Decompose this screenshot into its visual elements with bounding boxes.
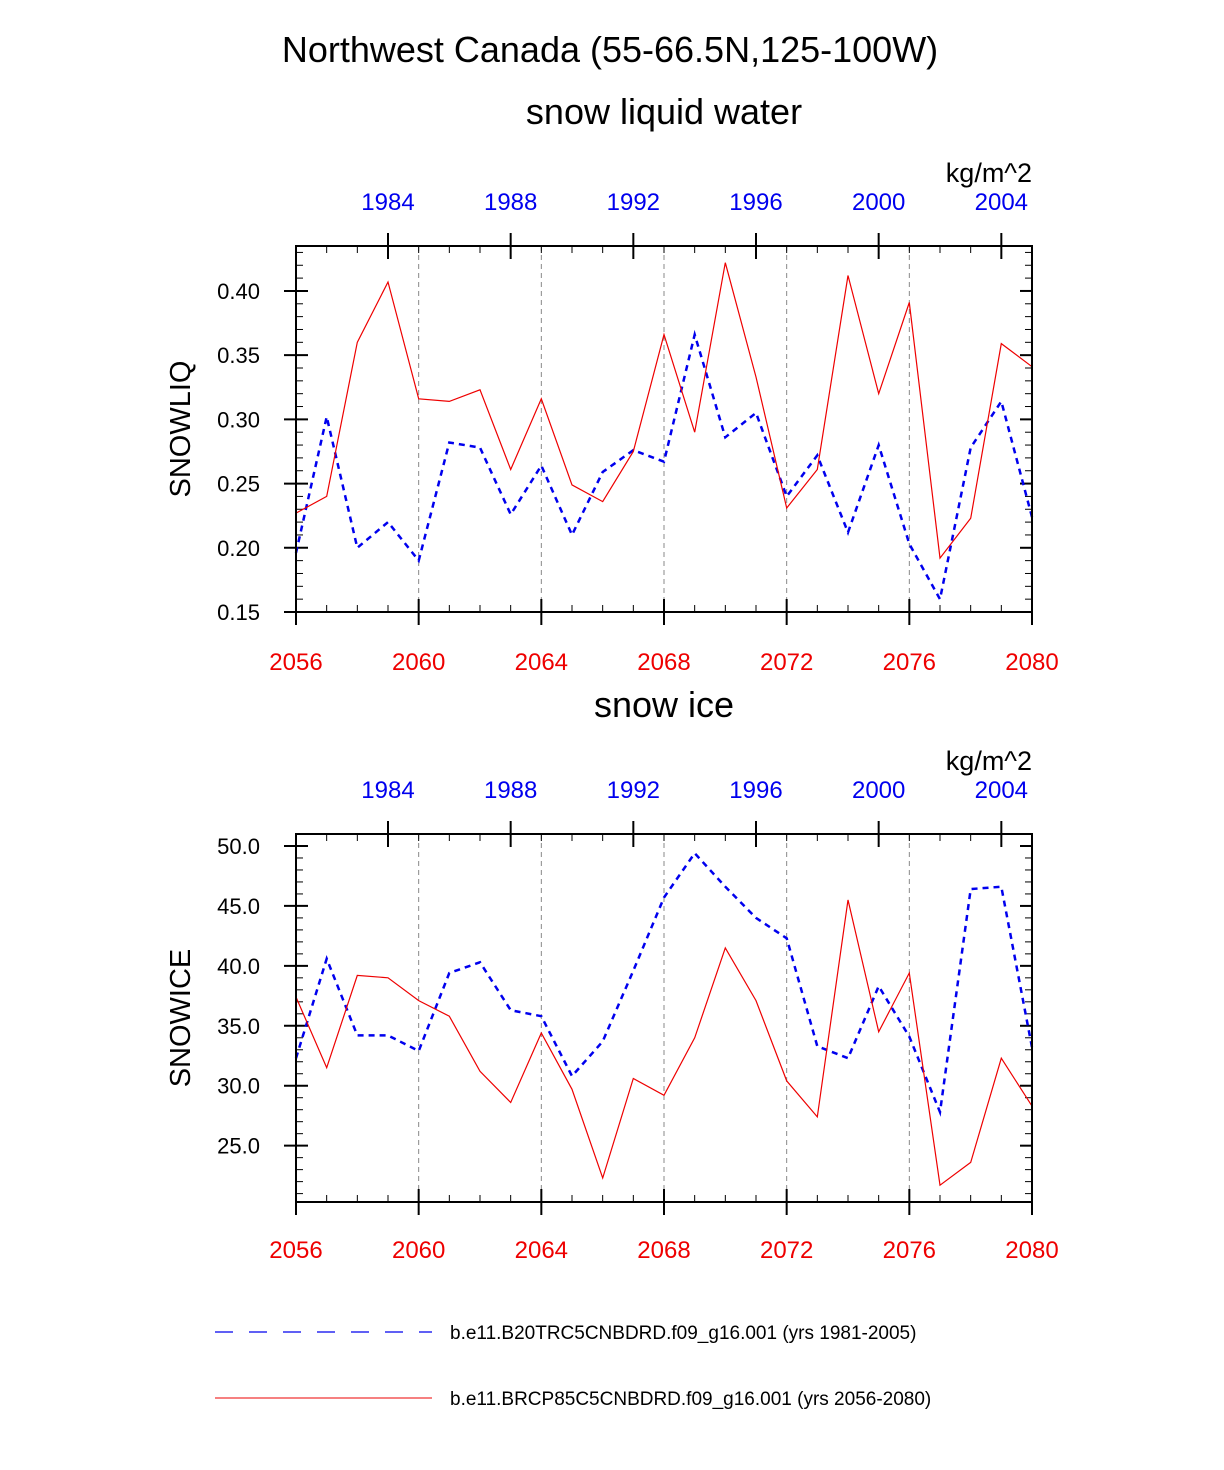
series-line-future xyxy=(295,899,1033,1187)
x-tick-label: 2060 xyxy=(392,1237,445,1264)
y-tick-label: 0.20 xyxy=(217,536,260,561)
x-tick-label: 2076 xyxy=(883,1237,936,1264)
y-tick-label: 0.25 xyxy=(217,472,260,497)
x-tick-label: 2056 xyxy=(269,1237,322,1264)
plot-frame xyxy=(295,245,1033,613)
x-top-tick-label: 1996 xyxy=(729,189,782,216)
units-label: kg/m^2 xyxy=(946,746,1032,776)
x-top-tick-label: 1984 xyxy=(361,777,414,804)
x-tick-label: 2068 xyxy=(637,649,690,676)
legend-label-1: b.e11.B20TRC5CNBDRD.f09_g16.001 (yrs 198… xyxy=(450,1323,916,1344)
y-tick-label: 0.35 xyxy=(217,343,260,368)
series-line-historical xyxy=(294,851,1034,1117)
y-tick-label: 40.0 xyxy=(217,954,260,979)
plot-frame xyxy=(295,833,1033,1203)
x-top-tick-label: 2004 xyxy=(975,189,1028,216)
y-tick-label: 0.40 xyxy=(217,279,260,304)
x-top-tick-label: 1996 xyxy=(729,777,782,804)
x-tick-label: 2064 xyxy=(515,649,568,676)
y-tick-label: 35.0 xyxy=(217,1014,260,1039)
series-line-historical xyxy=(294,329,1034,603)
x-top-tick-label: 2000 xyxy=(852,189,905,216)
y-axis-label: SNOWICE xyxy=(165,949,197,1088)
y-tick-label: 45.0 xyxy=(217,894,260,919)
x-top-tick-label: 1984 xyxy=(361,189,414,216)
legend: b.e11.B20TRC5CNBDRD.f09_g16.001 (yrs 198… xyxy=(215,1323,931,1410)
x-tick-label: 2072 xyxy=(760,649,813,676)
x-tick-label: 2080 xyxy=(1005,649,1058,676)
chart-subtitle: snow ice xyxy=(594,684,734,725)
x-top-tick-label: 1988 xyxy=(484,777,537,804)
legend-label-2: b.e11.BRCP85C5CNBDRD.f09_g16.001 (yrs 20… xyxy=(450,1389,931,1410)
x-top-tick-label: 2000 xyxy=(852,777,905,804)
figure-title: Northwest Canada (55-66.5N,125-100W) xyxy=(282,29,938,70)
x-tick-label: 2060 xyxy=(392,649,445,676)
chart-panel-2: snow ice kg/m^2 SNOWICE 2056 2060 2064 2068 207… xyxy=(165,684,1059,1264)
series-line-future xyxy=(295,262,1033,560)
x-tick-label: 2056 xyxy=(269,649,322,676)
y-tick-label: 30.0 xyxy=(217,1074,260,1099)
units-label: kg/m^2 xyxy=(946,158,1032,188)
x-top-tick-label: 1988 xyxy=(484,189,537,216)
chart-subtitle: snow liquid water xyxy=(526,91,802,132)
chart-panels: snow liquid water kg/m^2 SNOWLIQ 2056 2060 20… xyxy=(165,91,1059,1264)
x-top-tick-label: 1992 xyxy=(607,189,660,216)
y-tick-label: 0.15 xyxy=(217,600,260,625)
x-tick-label: 2080 xyxy=(1005,1237,1058,1264)
x-top-tick-label: 2004 xyxy=(975,777,1028,804)
x-tick-label: 2072 xyxy=(760,1237,813,1264)
y-axis-label: SNOWLIQ xyxy=(165,361,197,498)
y-tick-label: 0.30 xyxy=(217,407,260,432)
x-tick-label: 2064 xyxy=(515,1237,568,1264)
chart-panel-1: snow liquid water kg/m^2 SNOWLIQ 2056 2060 20… xyxy=(165,91,1059,676)
x-top-tick-label: 1992 xyxy=(607,777,660,804)
y-tick-label: 50.0 xyxy=(217,834,260,859)
x-tick-label: 2068 xyxy=(637,1237,690,1264)
y-tick-label: 25.0 xyxy=(217,1134,260,1159)
x-tick-label: 2076 xyxy=(883,649,936,676)
